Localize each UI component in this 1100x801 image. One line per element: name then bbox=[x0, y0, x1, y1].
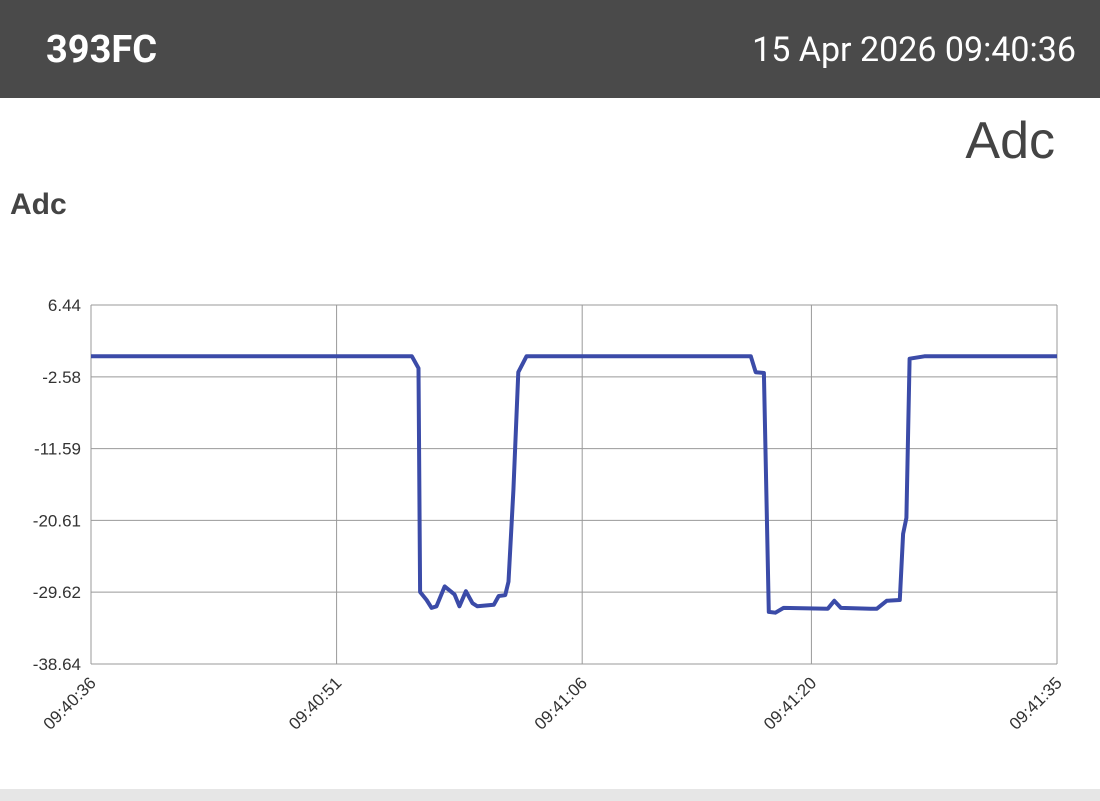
footer-strip bbox=[0, 789, 1100, 801]
x-tick-label: 09:40:36 bbox=[40, 673, 100, 733]
y-tick-label: 6.44 bbox=[48, 296, 81, 315]
y-tick-label: -29.62 bbox=[33, 583, 81, 602]
y-tick-label: -38.64 bbox=[33, 655, 81, 674]
chart-title: Adc bbox=[965, 112, 1055, 170]
chart: Adc Adc 6.44 -2.58 -11.59 -20.61 -29.62 -38.6… bbox=[10, 112, 1066, 734]
x-tick-label: 09:40:51 bbox=[285, 673, 345, 733]
device-name: 393FC bbox=[46, 28, 158, 72]
y-tick-label: -2.58 bbox=[42, 368, 81, 387]
x-tick-label: 09:41:35 bbox=[1006, 673, 1066, 733]
timestamp: 15 Apr 2026 09:40:36 bbox=[752, 30, 1076, 70]
y-tick-label: -11.59 bbox=[34, 440, 81, 459]
data-line bbox=[91, 354, 1057, 615]
x-tick-label: 09:41:20 bbox=[760, 673, 820, 733]
header-bar: 393FC 15 Apr 2026 09:40:36 bbox=[0, 0, 1100, 98]
y-tick-label: -20.61 bbox=[33, 511, 81, 530]
x-tick-label: 09:41:06 bbox=[531, 673, 591, 733]
y-axis-label: Adc bbox=[10, 188, 67, 221]
